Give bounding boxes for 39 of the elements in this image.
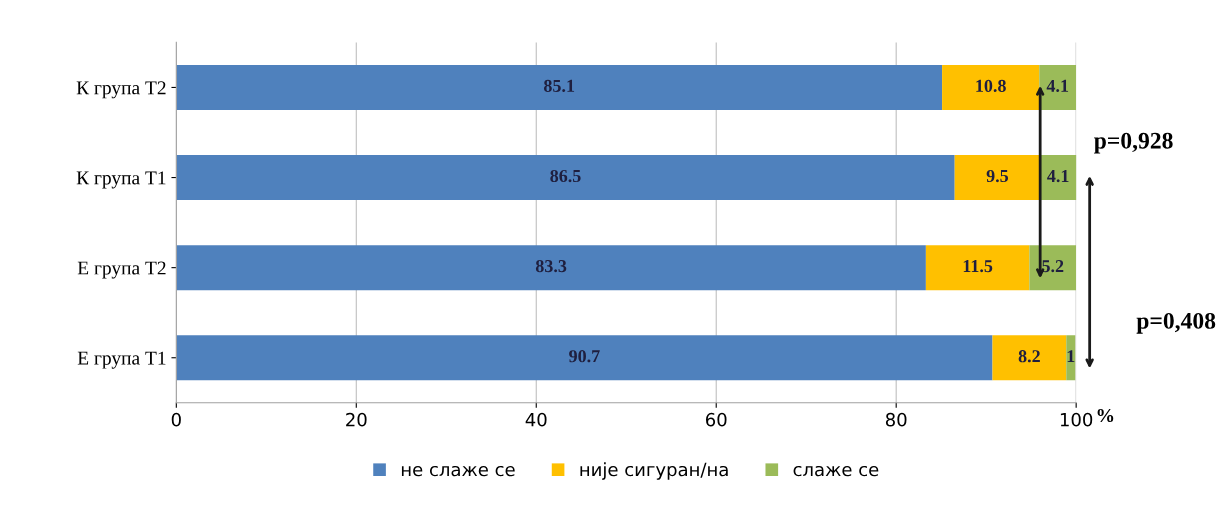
x-tick-label: 40 xyxy=(525,412,547,427)
data-label: 86.5 xyxy=(550,169,581,183)
data-label: 8.2 xyxy=(1018,350,1040,363)
data-label: 4.1 xyxy=(1047,169,1069,183)
text: p=0,928 xyxy=(1094,132,1173,154)
legend-label: није сигуран/на xyxy=(580,462,728,480)
bar xyxy=(992,335,1067,381)
x-tick-label: 60 xyxy=(706,412,727,427)
bar xyxy=(925,245,1030,291)
x-tick-label: 20 xyxy=(346,412,367,427)
data-label: 5.2 xyxy=(1042,260,1064,273)
bar xyxy=(1039,64,1077,110)
x-tick-label: 100 xyxy=(1060,412,1093,427)
legend-label: слаже се xyxy=(793,465,879,477)
y-tick-label: Е група Т2 xyxy=(77,261,166,279)
y-tick-label: Е група Т1 xyxy=(77,351,166,369)
x-tick-label: 80 xyxy=(885,412,907,427)
text: p=0,408 xyxy=(1136,312,1216,334)
bar xyxy=(176,64,943,110)
bar xyxy=(1066,335,1076,381)
data-label: 9.5 xyxy=(986,169,1009,183)
data-label: 85.1 xyxy=(544,79,575,93)
bar xyxy=(176,335,993,381)
legend-label: не слаже се xyxy=(401,465,515,477)
data-label: 4.1 xyxy=(1046,79,1069,93)
bar xyxy=(176,245,926,291)
bar xyxy=(954,155,1041,201)
data-label: 11.5 xyxy=(963,260,993,273)
data-label: 10.8 xyxy=(976,79,1006,93)
data-label: 1 xyxy=(1067,350,1075,363)
data-label: 90.7 xyxy=(569,350,600,363)
bar xyxy=(942,64,1040,110)
bar xyxy=(176,155,955,201)
x-tick-label: 0 xyxy=(171,412,181,427)
y-tick-label: К група Т1 xyxy=(76,171,166,189)
bar xyxy=(1029,245,1077,291)
x-axis-title: % xyxy=(1097,408,1114,423)
y-tick-label: К група Т2 xyxy=(76,81,166,99)
data-label: 83.3 xyxy=(535,259,567,273)
